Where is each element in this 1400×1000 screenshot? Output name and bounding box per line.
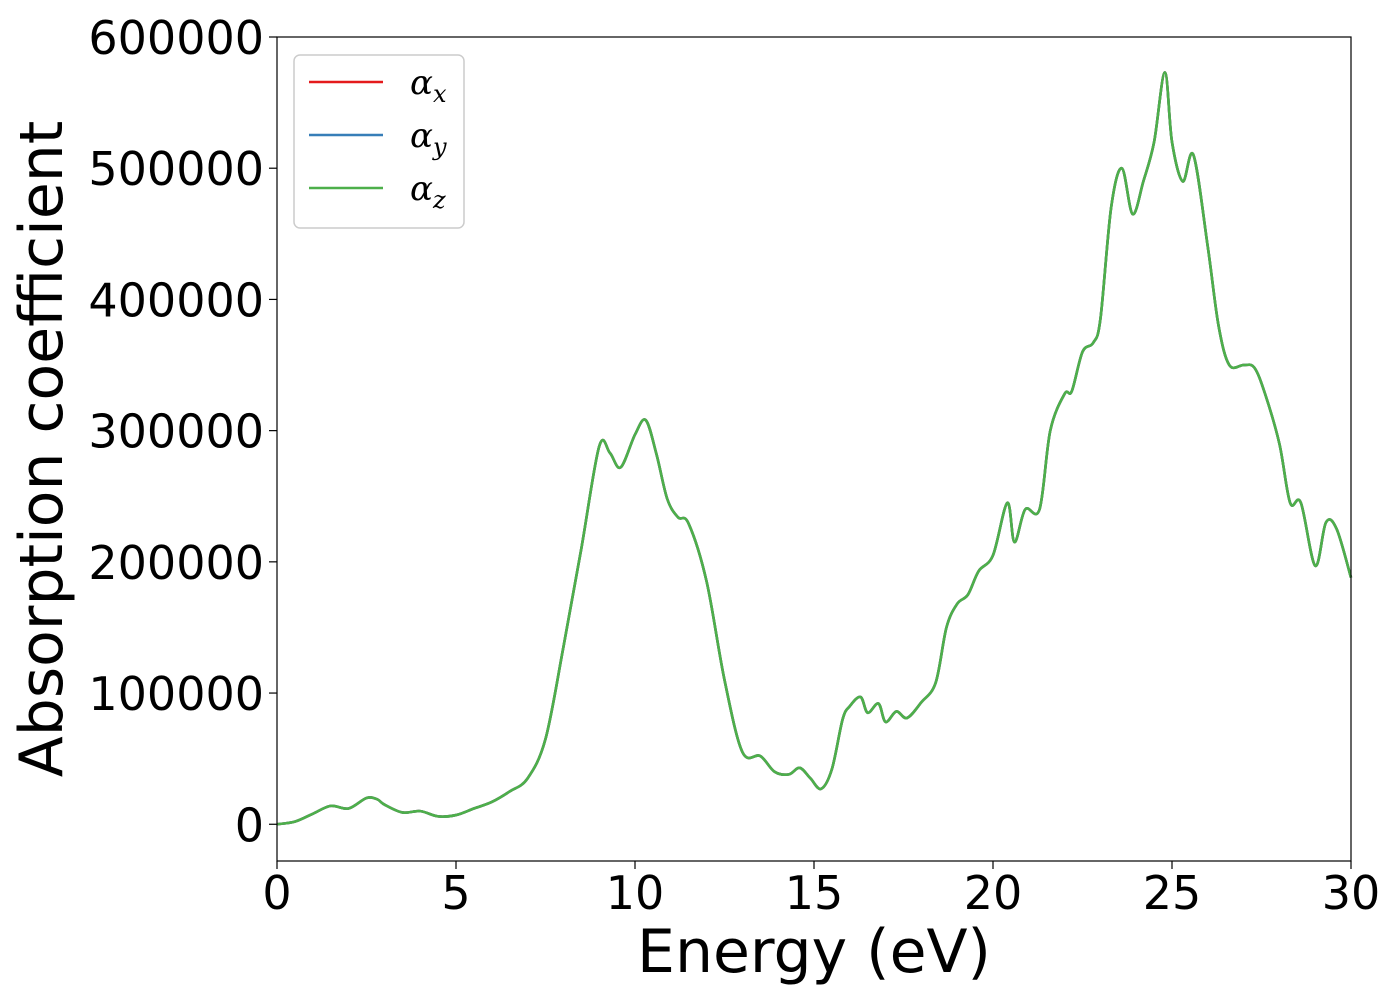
legend-entries: αx αy αz — [309, 63, 447, 214]
y-tick-label: 400000 — [88, 273, 264, 327]
legend-label-x: αx — [410, 63, 447, 108]
y-tick-label: 0 — [235, 798, 264, 852]
x-tick-label: 20 — [964, 866, 1023, 920]
legend-box — [293, 54, 465, 229]
series-layer — [276, 71, 1353, 826]
x-tick-label: 25 — [1143, 866, 1202, 920]
y-tick-label: 100000 — [88, 667, 264, 721]
x-axis-title: Energy (eV) — [637, 917, 991, 987]
legend-label-z: αz — [410, 169, 446, 214]
y-axis-title: Absorption coefficient — [7, 121, 77, 778]
y-tick-label: 300000 — [88, 405, 264, 459]
x-axis: 0 5 10 15 20 25 30 — [262, 861, 1380, 920]
series-line-z — [276, 71, 1353, 826]
y-tick-label: 600000 — [88, 11, 264, 65]
x-tick-label: 15 — [785, 866, 844, 920]
legend: αx αy αz — [293, 54, 465, 229]
x-tick-label: 0 — [262, 866, 291, 920]
y-axis: 0 100000 200000 300000 400000 500000 600000 — [88, 11, 277, 852]
y-tick-label: 200000 — [88, 536, 264, 590]
legend-label-y: αy — [410, 116, 447, 161]
x-tick-label: 5 — [441, 866, 470, 920]
x-tick-label: 30 — [1322, 866, 1381, 920]
y-tick-label: 500000 — [88, 142, 264, 196]
x-tick-label: 10 — [606, 866, 665, 920]
